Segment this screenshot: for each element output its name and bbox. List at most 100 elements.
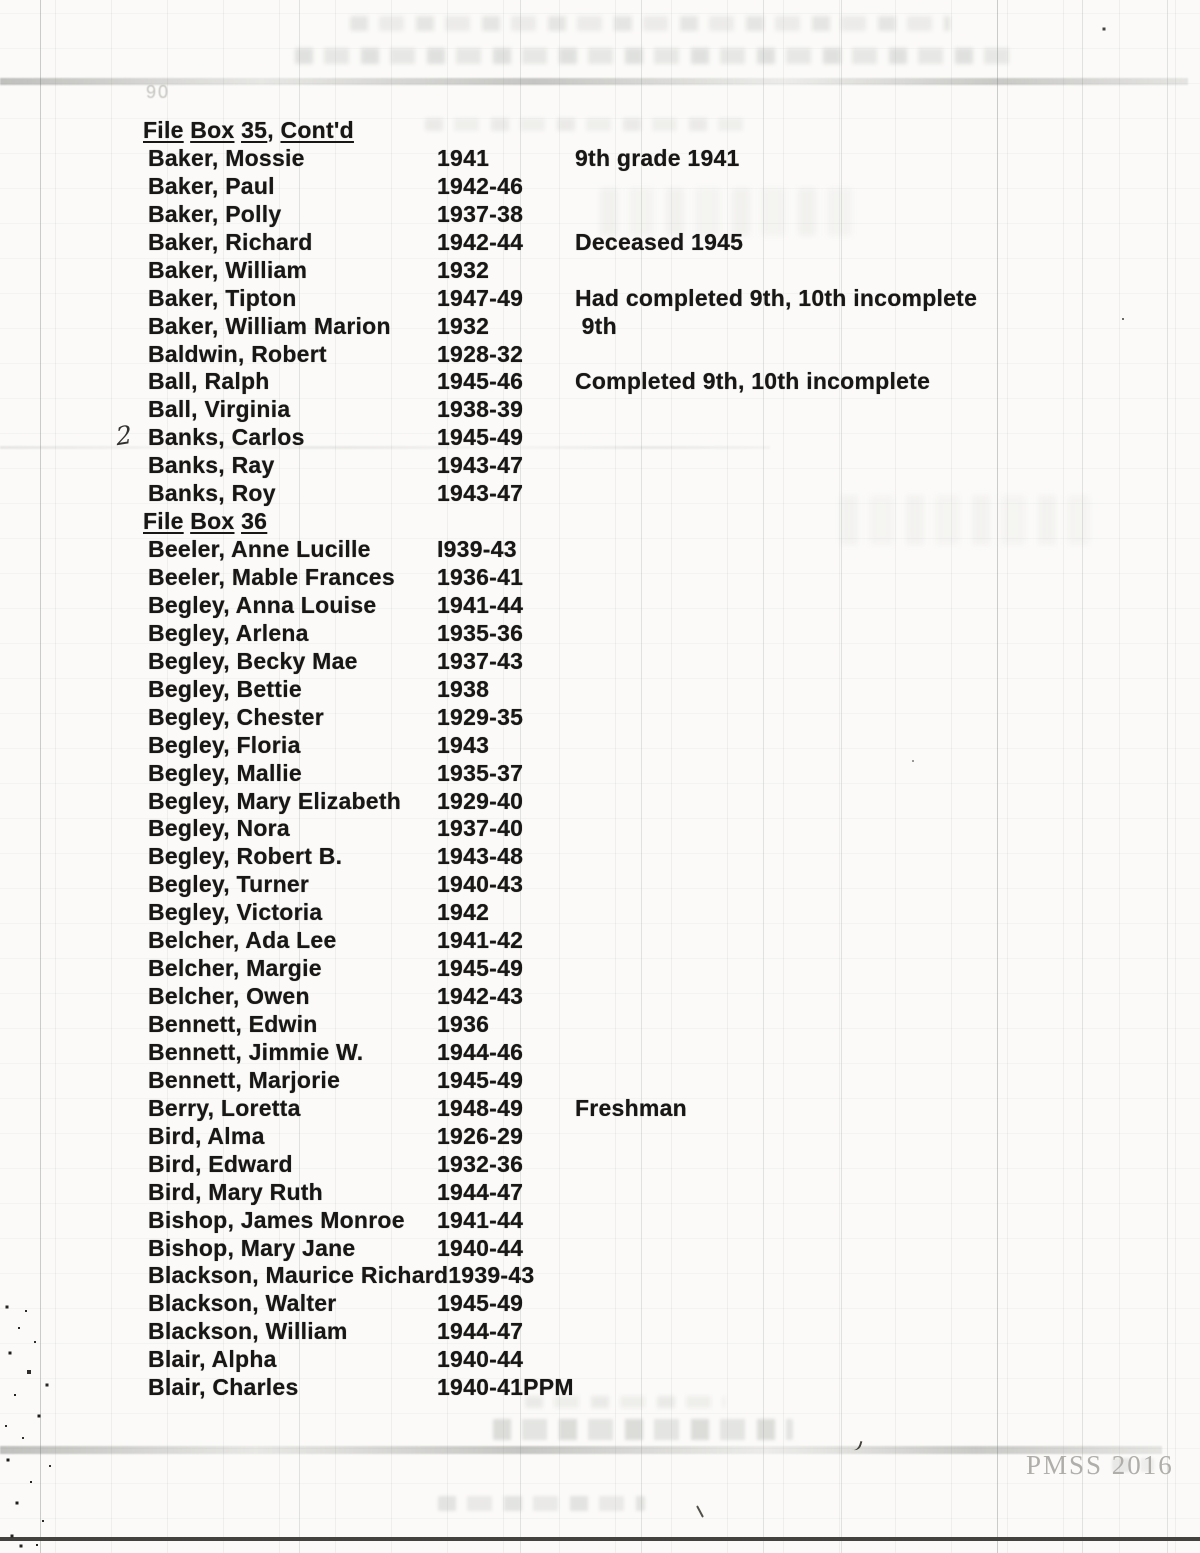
attendance-years: 1932-36 [437,1150,524,1177]
attendance-years: 1926-29 [437,1122,524,1149]
student-record-row: Begley, Arlena 1935-36 [117,620,1127,648]
student-name: Baker, William [148,256,308,283]
attendance-years: 1941 [437,144,490,171]
student-record-row: Ball, Virginia 1938-39 [117,396,1127,424]
bleed-through-text [525,1396,725,1408]
student-record-row: Ball, Ralph 1945-46 Completed 9th, 10th in… [117,368,1127,396]
student-record-row: Banks, Roy 1943-47 [117,480,1127,508]
attendance-years: 1937-40 [437,815,524,842]
student-name: Banks, Carlos [148,424,305,451]
student-record-row: Belcher, Margie 1945-49 [117,955,1127,983]
bleed-through-text [295,48,1010,64]
attendance-years: 1945-49 [437,424,524,451]
attendance-years: 1945-49 [437,1290,524,1317]
grid-line [1082,0,1083,1553]
student-record-row: Berry, Loretta 1948-49 Freshman [117,1095,1127,1123]
student-record-row: Baker, Richard 1942-44 Deceased 1945 [117,229,1127,257]
student-name: Baker, Mossie [148,144,305,171]
student-record-row: Bird, Edward 1932-36 [117,1151,1127,1179]
student-name: Begley, Mary Elizabeth [148,787,402,814]
record-list: File Box 35, Cont'd Baker, Mossie 1941 9th … [117,117,1127,1402]
student-record-row: Banks, Ray 1943-47 [117,452,1127,480]
student-name: Begley, Chester [148,703,324,730]
student-record-row: Begley, Mary Elizabeth 1929-40 [117,788,1127,816]
attendance-years: 1940-44 [437,1234,524,1261]
grid-line [763,0,764,1553]
student-record-row: Blackson, William 1944-47 [117,1318,1127,1346]
student-name: Begley, Becky Mae [148,647,358,674]
student-name: Banks, Roy [148,480,276,507]
student-name: Begley, Anna Louise [148,591,377,618]
student-record-row: Bennett, Edwin 1936 [117,1011,1127,1039]
student-record-row: Baker, Paul 1942-46 [117,173,1127,201]
scan-smudge [0,446,770,449]
student-record-row: Baker, Mossie 1941 9th grade 1941 [117,145,1127,173]
student-name: Baker, Polly [148,200,282,227]
student-name: Baker, Richard [148,228,313,255]
student-name: Begley, Victoria [148,899,323,926]
student-record-row: Beeler, Anne Lucille I939-43 [117,536,1127,564]
attendance-years: 1942-44 [437,228,524,255]
student-record-row: Baker, Tipton 1947-49 Had completed 9th, 1… [117,285,1127,313]
student-name: Begley, Floria [148,731,301,758]
attendance-years: 1932 [437,312,490,339]
attendance-years: 1948-49 [437,1094,524,1121]
heading-underlined-text: 36 [241,508,268,535]
student-name: Blackson, William [148,1318,348,1345]
student-name: Bird, Mary Ruth [148,1178,323,1205]
heading-underlined-text: Box [190,508,235,535]
bleed-through-text [438,1496,645,1511]
attendance-years: 1943-47 [437,480,524,507]
student-name: Baker, Tipton [148,284,297,311]
attendance-years: 1935-36 [437,619,524,646]
student-record-row: Banks, Carlos 1945-49 [117,424,1127,452]
attendance-years: 1929-35 [437,703,524,730]
attendance-years: 1936 [437,1011,490,1037]
attendance-years: 1943-48 [437,843,524,870]
student-record-row: Blair, Charles 1940-41PPM [117,1374,1127,1402]
student-name: Begley, Nora [148,815,290,842]
bleed-through-text [425,118,755,131]
student-record-row: Bird, Mary Ruth 1944-47 [117,1179,1127,1207]
handwritten-margin-note: 2 [114,419,134,452]
scan-smudge [0,78,1188,85]
heading-underlined-text: Cont'd [280,117,354,143]
student-name: Begley, Arlena [148,619,309,646]
attendance-years: 1935-37 [437,759,524,786]
faint-stamp-number: 90 [146,82,171,102]
attendance-years: 1929-40 [437,787,524,814]
attendance-years: 1945-46 [437,368,524,395]
heading-underlined-text: File [143,117,184,143]
grid-line [841,0,842,1553]
grid-line [1167,0,1168,1553]
attendance-years: 1945-49 [437,1066,524,1093]
record-note: Completed 9th, 10th incomplete [575,368,931,395]
attendance-years: 1944-47 [437,1178,524,1205]
record-note: 9th [575,312,617,339]
student-record-row: Begley, Robert B. 1943-48 [117,843,1127,871]
student-record-row: Belcher, Owen 1942-43 [117,983,1127,1011]
student-record-row: Baker, William Marion 1932 9th [117,313,1127,341]
grid-line [641,0,642,1553]
file-box-heading: File Box 36 [117,508,1127,536]
student-name: Blackson, Maurice Richard [148,1262,449,1289]
student-name: Begley, Bettie [148,675,302,702]
attendance-years: 1943-47 [437,452,524,479]
student-name: Baldwin, Robert [148,340,327,367]
attendance-years: 1928-32 [437,340,524,367]
bleed-through-text [493,1419,793,1440]
student-record-row: Begley, Becky Mae 1937-43 [117,648,1127,676]
attendance-years: 1942-43 [437,983,524,1010]
student-name: Begley, Turner [148,871,310,898]
student-record-row: Begley, Victoria 1942 [117,899,1127,927]
student-record-row: Begley, Floria 1943 [117,732,1127,760]
attendance-years: 1941-44 [437,1206,524,1233]
attendance-years: 1940-41PPM [437,1374,574,1401]
attendance-years: 1941-44 [437,591,524,618]
file-box-heading: File Box 35, Cont'd [117,117,1127,145]
student-record-row: Bishop, Mary Jane 1940-44 [117,1235,1127,1263]
student-record-row: Begley, Anna Louise 1941-44 [117,592,1127,620]
attendance-years: 1944-47 [437,1318,524,1345]
student-name: Bird, Alma [148,1122,265,1149]
attendance-years: 1940-44 [437,1346,524,1373]
